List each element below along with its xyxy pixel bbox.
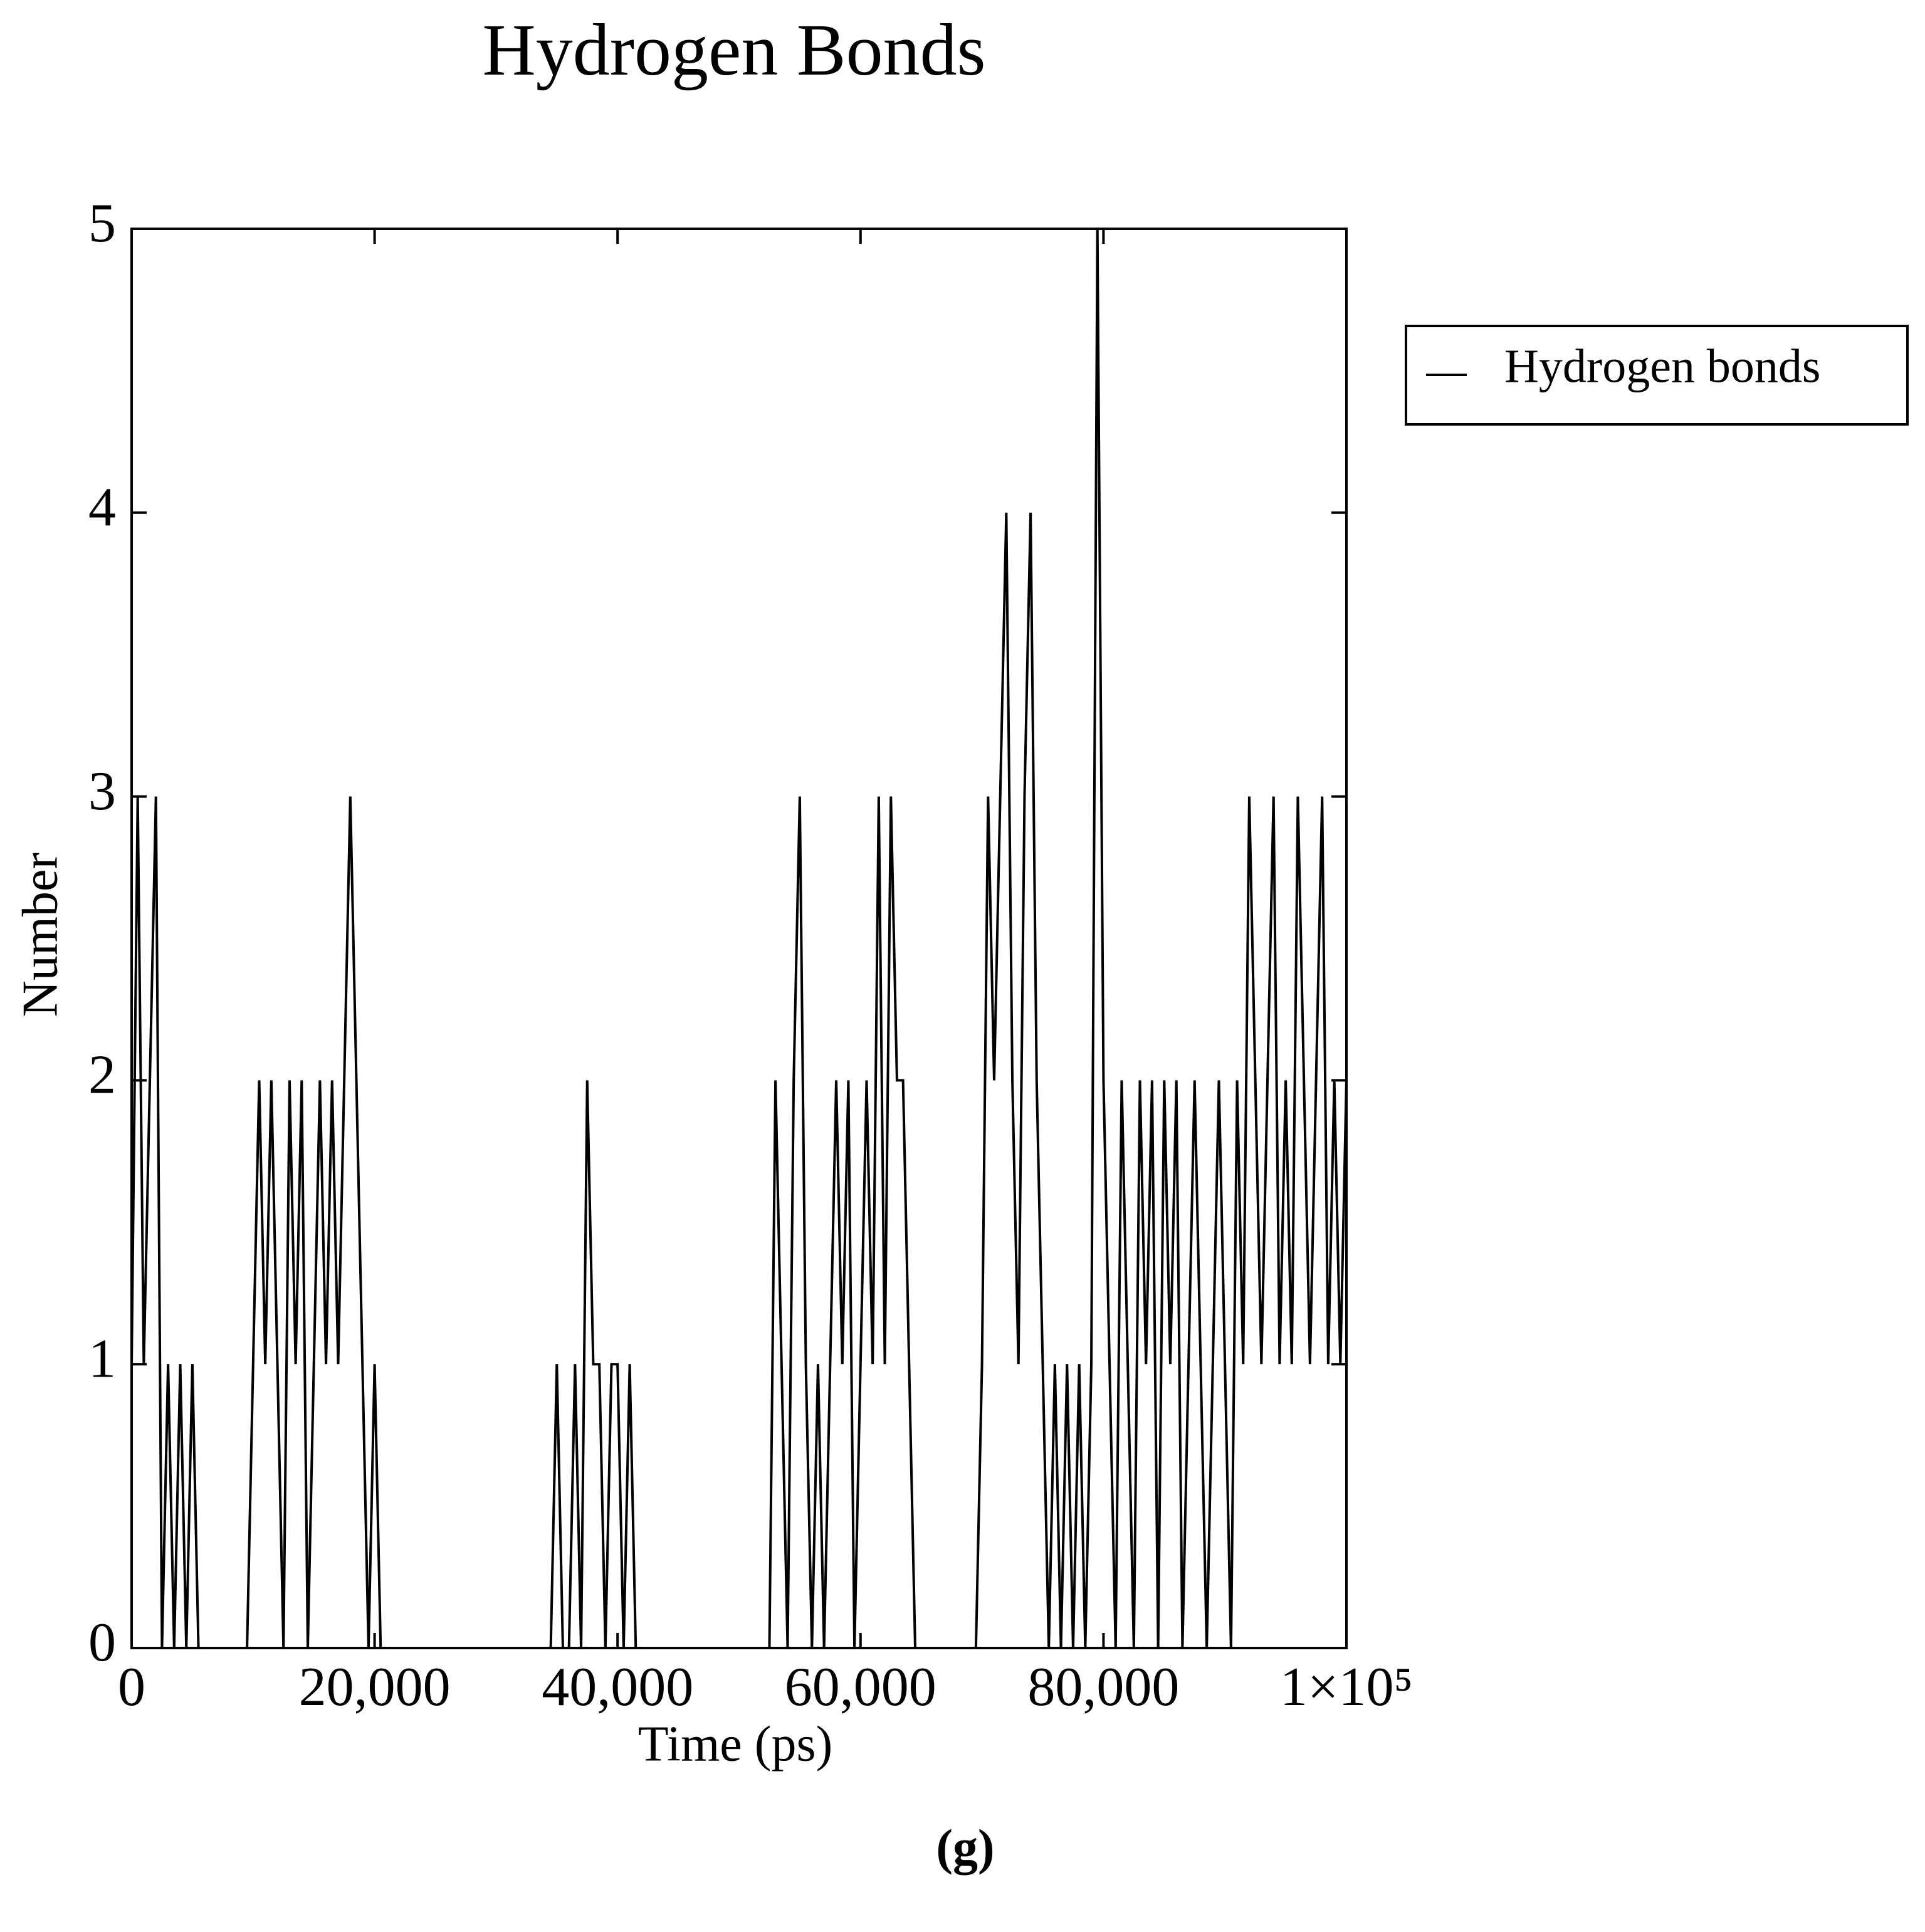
plot-frame xyxy=(130,228,1348,1649)
data-line xyxy=(130,228,1348,1649)
y-tick-label: 2 xyxy=(88,1045,116,1106)
x-tick-label: 40,000 xyxy=(542,1657,693,1718)
y-axis-label: Number xyxy=(13,853,68,1017)
legend-box xyxy=(1405,325,1909,426)
y-tick-label: 5 xyxy=(88,193,116,254)
caption: (g) xyxy=(936,1820,994,1875)
x-tick-label: 1×10⁵ xyxy=(1280,1657,1413,1718)
x-axis-label: Time (ps) xyxy=(638,1716,832,1772)
chart-title: Hydrogen Bonds xyxy=(482,9,985,91)
y-tick-label: 1 xyxy=(88,1328,116,1389)
y-tick-label: 0 xyxy=(88,1612,116,1673)
x-tick-label: 0 xyxy=(118,1657,145,1718)
x-tick-label: 20,000 xyxy=(299,1657,451,1718)
x-tick-label: 80,000 xyxy=(1027,1657,1179,1718)
y-tick-label: 3 xyxy=(88,761,116,822)
x-tick-label: 60,000 xyxy=(785,1657,936,1718)
legend-label: Hydrogen bonds xyxy=(1504,340,1821,392)
y-tick-label: 4 xyxy=(88,477,116,538)
